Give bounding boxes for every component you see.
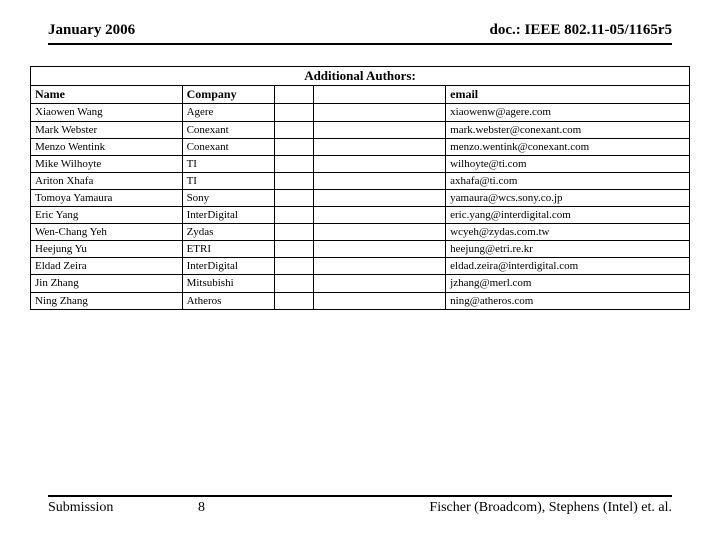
cell-blank [274, 224, 314, 241]
cell-blank [314, 258, 446, 275]
header-docref: doc.: IEEE 802.11-05/1165r5 [489, 22, 672, 39]
cell-company: Atheros [182, 292, 274, 309]
cell-company: InterDigital [182, 207, 274, 224]
cell-blank [314, 138, 446, 155]
cell-blank [274, 104, 314, 121]
cell-blank [314, 121, 446, 138]
footer-page: 8 [198, 500, 205, 516]
table-row: Eric YangInterDigital eric.yang@interdigi… [31, 207, 690, 224]
table-title: Additional Authors: [31, 67, 690, 86]
cell-blank [274, 189, 314, 206]
cell-name: Xiaowen Wang [31, 104, 183, 121]
cell-blank [274, 241, 314, 258]
page-footer: Submission 8 Fischer (Broadcom), Stephen… [48, 495, 672, 516]
col-blank1 [274, 86, 314, 104]
cell-email: mark.webster@conexant.com [446, 121, 690, 138]
cell-name: Wen-Chang Yeh [31, 224, 183, 241]
cell-blank [274, 138, 314, 155]
cell-blank [274, 172, 314, 189]
table-row: Mike WilhoyteTI wilhoyte@ti.com [31, 155, 690, 172]
cell-blank [274, 121, 314, 138]
cell-email: yamaura@wcs.sony.co.jp [446, 189, 690, 206]
cell-blank [274, 258, 314, 275]
cell-blank [314, 275, 446, 292]
table-row: Menzo WentinkConexant menzo.wentink@conex… [31, 138, 690, 155]
table-row: Tomoya YamauraSony yamaura@wcs.sony.co.jp [31, 189, 690, 206]
cell-blank [274, 292, 314, 309]
cell-email: menzo.wentink@conexant.com [446, 138, 690, 155]
table-row: Ning ZhangAtheros ning@atheros.com [31, 292, 690, 309]
cell-blank [274, 155, 314, 172]
cell-email: axhafa@ti.com [446, 172, 690, 189]
table-row: Wen-Chang YehZydas wcyeh@zydas.com.tw [31, 224, 690, 241]
cell-company: TI [182, 155, 274, 172]
cell-blank [314, 224, 446, 241]
cell-company: InterDigital [182, 258, 274, 275]
cell-email: xiaowenw@agere.com [446, 104, 690, 121]
cell-blank [274, 207, 314, 224]
cell-name: Eldad Zeira [31, 258, 183, 275]
cell-company: Sony [182, 189, 274, 206]
cell-company: Agere [182, 104, 274, 121]
cell-email: wilhoyte@ti.com [446, 155, 690, 172]
cell-name: Eric Yang [31, 207, 183, 224]
col-name: Name [31, 86, 183, 104]
cell-name: Ning Zhang [31, 292, 183, 309]
col-blank2 [314, 86, 446, 104]
authors-table: Additional Authors: Name Company email X… [30, 66, 690, 310]
cell-company: ETRI [182, 241, 274, 258]
authors-table-wrap: Additional Authors: Name Company email X… [30, 66, 690, 310]
cell-name: Heejung Yu [31, 241, 183, 258]
cell-blank [314, 189, 446, 206]
cell-blank [314, 292, 446, 309]
cell-company: Conexant [182, 138, 274, 155]
cell-email: eric.yang@interdigital.com [446, 207, 690, 224]
cell-company: Conexant [182, 121, 274, 138]
cell-name: Menzo Wentink [31, 138, 183, 155]
cell-name: Ariton Xhafa [31, 172, 183, 189]
table-row: Jin ZhangMitsubishi jzhang@merl.com [31, 275, 690, 292]
cell-name: Jin Zhang [31, 275, 183, 292]
cell-blank [314, 241, 446, 258]
table-row: Xiaowen WangAgere xiaowenw@agere.com [31, 104, 690, 121]
cell-email: eldad.zeira@interdigital.com [446, 258, 690, 275]
cell-blank [314, 155, 446, 172]
table-row: Eldad ZeiraInterDigital eldad.zeira@inter… [31, 258, 690, 275]
table-row: Mark WebsterConexant mark.webster@conexan… [31, 121, 690, 138]
col-company: Company [182, 86, 274, 104]
footer-label: Submission [48, 500, 113, 516]
cell-name: Tomoya Yamaura [31, 189, 183, 206]
footer-attribution: Fischer (Broadcom), Stephens (Intel) et.… [429, 500, 672, 516]
col-email: email [446, 86, 690, 104]
cell-company: TI [182, 172, 274, 189]
table-header-row: Name Company email [31, 86, 690, 104]
cell-blank [274, 275, 314, 292]
table-title-row: Additional Authors: [31, 67, 690, 86]
page-header: January 2006 doc.: IEEE 802.11-05/1165r5 [48, 22, 672, 45]
table-row: Ariton XhafaTI axhafa@ti.com [31, 172, 690, 189]
header-date: January 2006 [48, 22, 135, 39]
cell-email: jzhang@merl.com [446, 275, 690, 292]
cell-email: ning@atheros.com [446, 292, 690, 309]
cell-company: Mitsubishi [182, 275, 274, 292]
cell-blank [314, 104, 446, 121]
cell-name: Mike Wilhoyte [31, 155, 183, 172]
table-row: Heejung YuETRI heejung@etri.re.kr [31, 241, 690, 258]
cell-email: wcyeh@zydas.com.tw [446, 224, 690, 241]
cell-blank [314, 172, 446, 189]
cell-email: heejung@etri.re.kr [446, 241, 690, 258]
cell-name: Mark Webster [31, 121, 183, 138]
cell-blank [314, 207, 446, 224]
cell-company: Zydas [182, 224, 274, 241]
